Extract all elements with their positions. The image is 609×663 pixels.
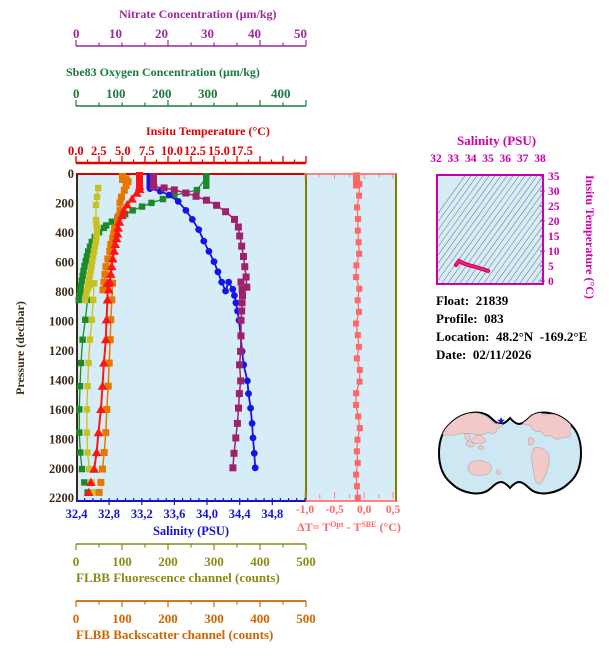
svg-text:0: 0 xyxy=(548,276,554,288)
svg-text:300: 300 xyxy=(204,611,224,626)
svg-text:20: 20 xyxy=(548,216,560,228)
svg-text:400: 400 xyxy=(250,554,270,569)
svg-text:10: 10 xyxy=(548,246,560,258)
svg-text:100: 100 xyxy=(112,554,132,569)
svg-text:100: 100 xyxy=(112,611,132,626)
svg-text:15: 15 xyxy=(548,231,560,243)
svg-text:25: 25 xyxy=(548,201,560,213)
svg-text:400: 400 xyxy=(250,611,270,626)
svg-text:200: 200 xyxy=(158,611,178,626)
svg-text:0: 0 xyxy=(73,611,80,626)
svg-text:500: 500 xyxy=(296,554,316,569)
svg-text:33: 33 xyxy=(448,153,460,165)
svg-text:34: 34 xyxy=(465,153,477,165)
svg-text:200: 200 xyxy=(158,554,178,569)
svg-text:300: 300 xyxy=(204,554,224,569)
svg-text:37: 37 xyxy=(517,153,529,165)
svg-text:0: 0 xyxy=(73,554,80,569)
svg-text:32: 32 xyxy=(430,153,442,165)
svg-text:38: 38 xyxy=(534,153,546,165)
svg-text:36: 36 xyxy=(500,153,512,165)
svg-text:5: 5 xyxy=(548,261,554,273)
svg-text:500: 500 xyxy=(296,611,316,626)
svg-text:35: 35 xyxy=(482,153,494,165)
